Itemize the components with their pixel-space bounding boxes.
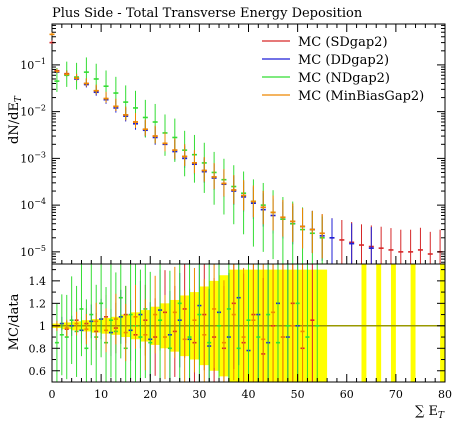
- main-y-tick-label-base: 10: [20, 59, 34, 72]
- x-tick-label: 40: [242, 388, 256, 401]
- uncertainty-band-bin: [390, 264, 396, 382]
- x-axis-label: ∑ ET: [415, 404, 445, 421]
- main-data-points: [49, 32, 443, 264]
- main-y-tick-label-exponent: −5: [34, 244, 46, 253]
- x-axis-label-base: ∑ E: [415, 404, 438, 419]
- main-y-tick-label-exponent: −4: [34, 197, 46, 206]
- main-y-tick-label: 10−4: [20, 197, 46, 212]
- main-y-tick-label-exponent: −3: [34, 150, 46, 159]
- x-tick-label: 20: [143, 388, 157, 401]
- x-axis-label-subscript: T: [438, 411, 445, 421]
- main-y-tick-label-exponent: −1: [34, 57, 46, 66]
- main-y-tick-label: 10−5: [20, 244, 46, 259]
- main-y-tick-label: 10−2: [20, 104, 46, 119]
- chart-title: Plus Side - Total Transverse Energy Depo…: [52, 6, 363, 21]
- uncertainty-band-bin: [376, 264, 382, 382]
- main-y-tick-label-exponent: −2: [34, 104, 46, 113]
- main-y-tick-label: 10−3: [20, 150, 46, 165]
- main-y-tick-label-base: 10: [20, 106, 34, 119]
- uncertainty-band-bin: [361, 264, 367, 382]
- x-tick-label: 0: [49, 388, 56, 401]
- main-y-axis-label-subscript: T: [14, 95, 24, 102]
- legend-entry-label: MC (MinBiasGap2): [298, 89, 424, 104]
- ratio-y-tick-label: 0.6: [29, 365, 47, 378]
- legend: MC (SDgap2) MC (DDgap2) MC (NDgap2) MC (Min…: [262, 35, 424, 104]
- legend-entry-label: MC (DDgap2): [298, 53, 389, 68]
- ratio-y-axis-ticks: 0.6 0.8 1 1.2 1.4: [29, 269, 445, 383]
- main-y-tick-label-base: 10: [20, 246, 34, 259]
- x-tick-label: 30: [192, 388, 206, 401]
- uncertainty-band-bin: [410, 264, 416, 382]
- x-tick-label: 10: [94, 388, 108, 401]
- ratio-y-tick-label: 1.2: [29, 297, 47, 310]
- x-tick-label: 80: [438, 388, 452, 401]
- main-plot-panel: 10−110−210−310−410−5 dN/dET: [7, 23, 446, 265]
- x-tick-label: 50: [291, 388, 305, 401]
- main-series-4: [49, 32, 325, 259]
- uncertainty-band-bin: [440, 264, 445, 382]
- ratio-plot-panel: 0.60.811.21.4 0 10 20 30 40 50 60 70 80 MC/data …: [7, 24, 452, 421]
- ratio-series-4: [54, 264, 305, 382]
- ratio-y-tick-label: 0.8: [29, 342, 47, 355]
- main-y-axis-label: dN/dET: [7, 95, 24, 144]
- legend-entry-label: MC (SDgap2): [298, 35, 388, 50]
- main-y-axis-ticks: 10−110−210−310−410−5: [20, 24, 445, 263]
- main-series-3: [54, 57, 325, 264]
- main-y-axis-label-base: dN/dE: [7, 102, 22, 144]
- x-axis-ticks: 0 10 20 30 40 50 60 70 80: [49, 24, 452, 401]
- legend-entry-label: MC (NDgap2): [298, 71, 390, 86]
- x-tick-label: 60: [340, 388, 354, 401]
- ratio-y-tick-label: 1.4: [29, 275, 47, 288]
- ratio-y-tick-label: 1: [39, 320, 46, 333]
- ratio-y-axis-label: MC/data: [7, 293, 22, 350]
- main-y-tick-label-base: 10: [20, 152, 34, 165]
- main-y-tick-label: 10−1: [20, 57, 46, 72]
- x-tick-label: 70: [389, 388, 403, 401]
- ratio-data-points: [54, 264, 320, 382]
- main-y-tick-label-base: 10: [20, 199, 34, 212]
